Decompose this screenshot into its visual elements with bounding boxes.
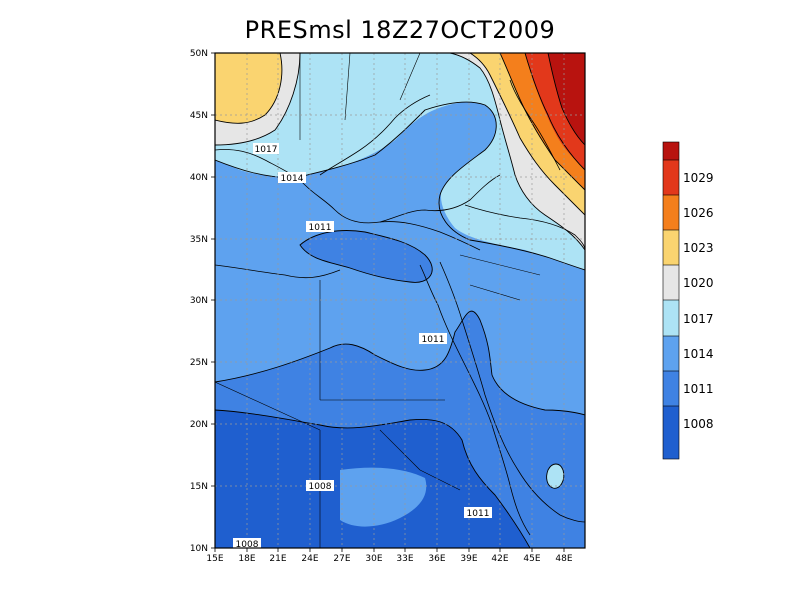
lat-axis: 50N 45N 40N 35N 30N 25N 20N 15N 10N <box>190 49 215 554</box>
lat-tick-40N: 40N <box>190 173 208 183</box>
contour-label-1011-b: 1011 <box>419 333 447 345</box>
fill-1014-spot <box>546 464 564 489</box>
colorbar-swatch-1023 <box>663 195 679 230</box>
fill-1011-lake <box>340 467 427 527</box>
lon-tick-18E: 18E <box>238 554 255 564</box>
lat-tick-25N: 25N <box>190 358 208 368</box>
colorbar-label-1014: 1014 <box>683 347 714 361</box>
lon-axis: 15E 18E 21E 24E 27E 30E 33E 36E 39E 42E … <box>206 548 573 564</box>
lat-tick-30N: 30N <box>190 296 208 306</box>
map-frame <box>214 52 586 549</box>
fill-1014-north <box>215 53 585 270</box>
contour-label-1011-c: 1011 <box>464 507 492 519</box>
lon-tick-45E: 45E <box>523 554 540 564</box>
colorbar-label-1026: 1026 <box>683 206 714 220</box>
lon-tick-48E: 48E <box>555 554 572 564</box>
lat-tick-20N: 20N <box>190 420 208 430</box>
colorbar-swatch-1011 <box>663 336 679 371</box>
gridlines <box>215 53 585 548</box>
contour-label-1014: 1014 <box>278 172 306 184</box>
lon-tick-24E: 24E <box>301 554 318 564</box>
lat-tick-45N: 45N <box>190 111 208 121</box>
colorbar-swatch-1017 <box>663 265 679 300</box>
svg-text:1008: 1008 <box>236 540 259 550</box>
lon-tick-33E: 33E <box>396 554 413 564</box>
contour-label-1011-a: 1011 <box>306 221 334 233</box>
colorbar-swatch-1029 <box>663 142 679 160</box>
lat-tick-10N: 10N <box>190 544 208 554</box>
svg-text:1011: 1011 <box>422 335 445 345</box>
fill-1008-central <box>300 230 433 283</box>
lon-tick-42E: 42E <box>491 554 508 564</box>
lon-tick-36E: 36E <box>428 554 445 564</box>
svg-text:1008: 1008 <box>309 482 332 492</box>
colorbar-swatch-1026 <box>663 160 679 195</box>
contour-label-1008-a: 1008 <box>306 480 334 492</box>
contour-labels: 1017 1014 1011 1011 1008 1008 <box>233 143 492 550</box>
colorbar-swatch-1020 <box>663 230 679 265</box>
map-title: PRESmsl 18Z27OCT2009 <box>244 16 556 44</box>
fill-1029 <box>548 53 585 145</box>
svg-text:1011: 1011 <box>467 509 490 519</box>
svg-text:1017: 1017 <box>255 145 278 155</box>
colorbar-label-1029: 1029 <box>683 171 714 185</box>
pressure-field: 1017 1014 1011 1011 1008 1008 <box>215 53 585 550</box>
colorbar-label-1020: 1020 <box>683 276 714 290</box>
colorbar-label-1017: 1017 <box>683 312 714 326</box>
colorbar-swatch-1014 <box>663 300 679 336</box>
lat-tick-50N: 50N <box>190 49 208 59</box>
lon-tick-27E: 27E <box>333 554 350 564</box>
colorbar-swatch-1005 <box>663 406 679 459</box>
colorbar-swatch-1008 <box>663 371 679 406</box>
lon-tick-39E: 39E <box>460 554 477 564</box>
svg-text:1011: 1011 <box>309 223 332 233</box>
lon-tick-15E: 15E <box>206 554 223 564</box>
contour-label-1017: 1017 <box>253 143 279 155</box>
lat-tick-15N: 15N <box>190 482 208 492</box>
coastlines <box>215 79 585 536</box>
fill-1011-north-lobe <box>330 102 497 199</box>
colorbar-label-1008: 1008 <box>683 417 714 431</box>
lon-tick-30E: 30E <box>365 554 382 564</box>
colorbar-label-1011: 1011 <box>683 382 714 396</box>
lat-tick-35N: 35N <box>190 235 208 245</box>
contour-label-1008-b: 1008 <box>233 538 261 550</box>
colorbar: 1029 1026 1023 1020 1017 1014 1011 1008 <box>662 141 714 460</box>
colorbar-label-1023: 1023 <box>683 241 714 255</box>
svg-text:1014: 1014 <box>281 174 304 184</box>
lon-tick-21E: 21E <box>269 554 286 564</box>
